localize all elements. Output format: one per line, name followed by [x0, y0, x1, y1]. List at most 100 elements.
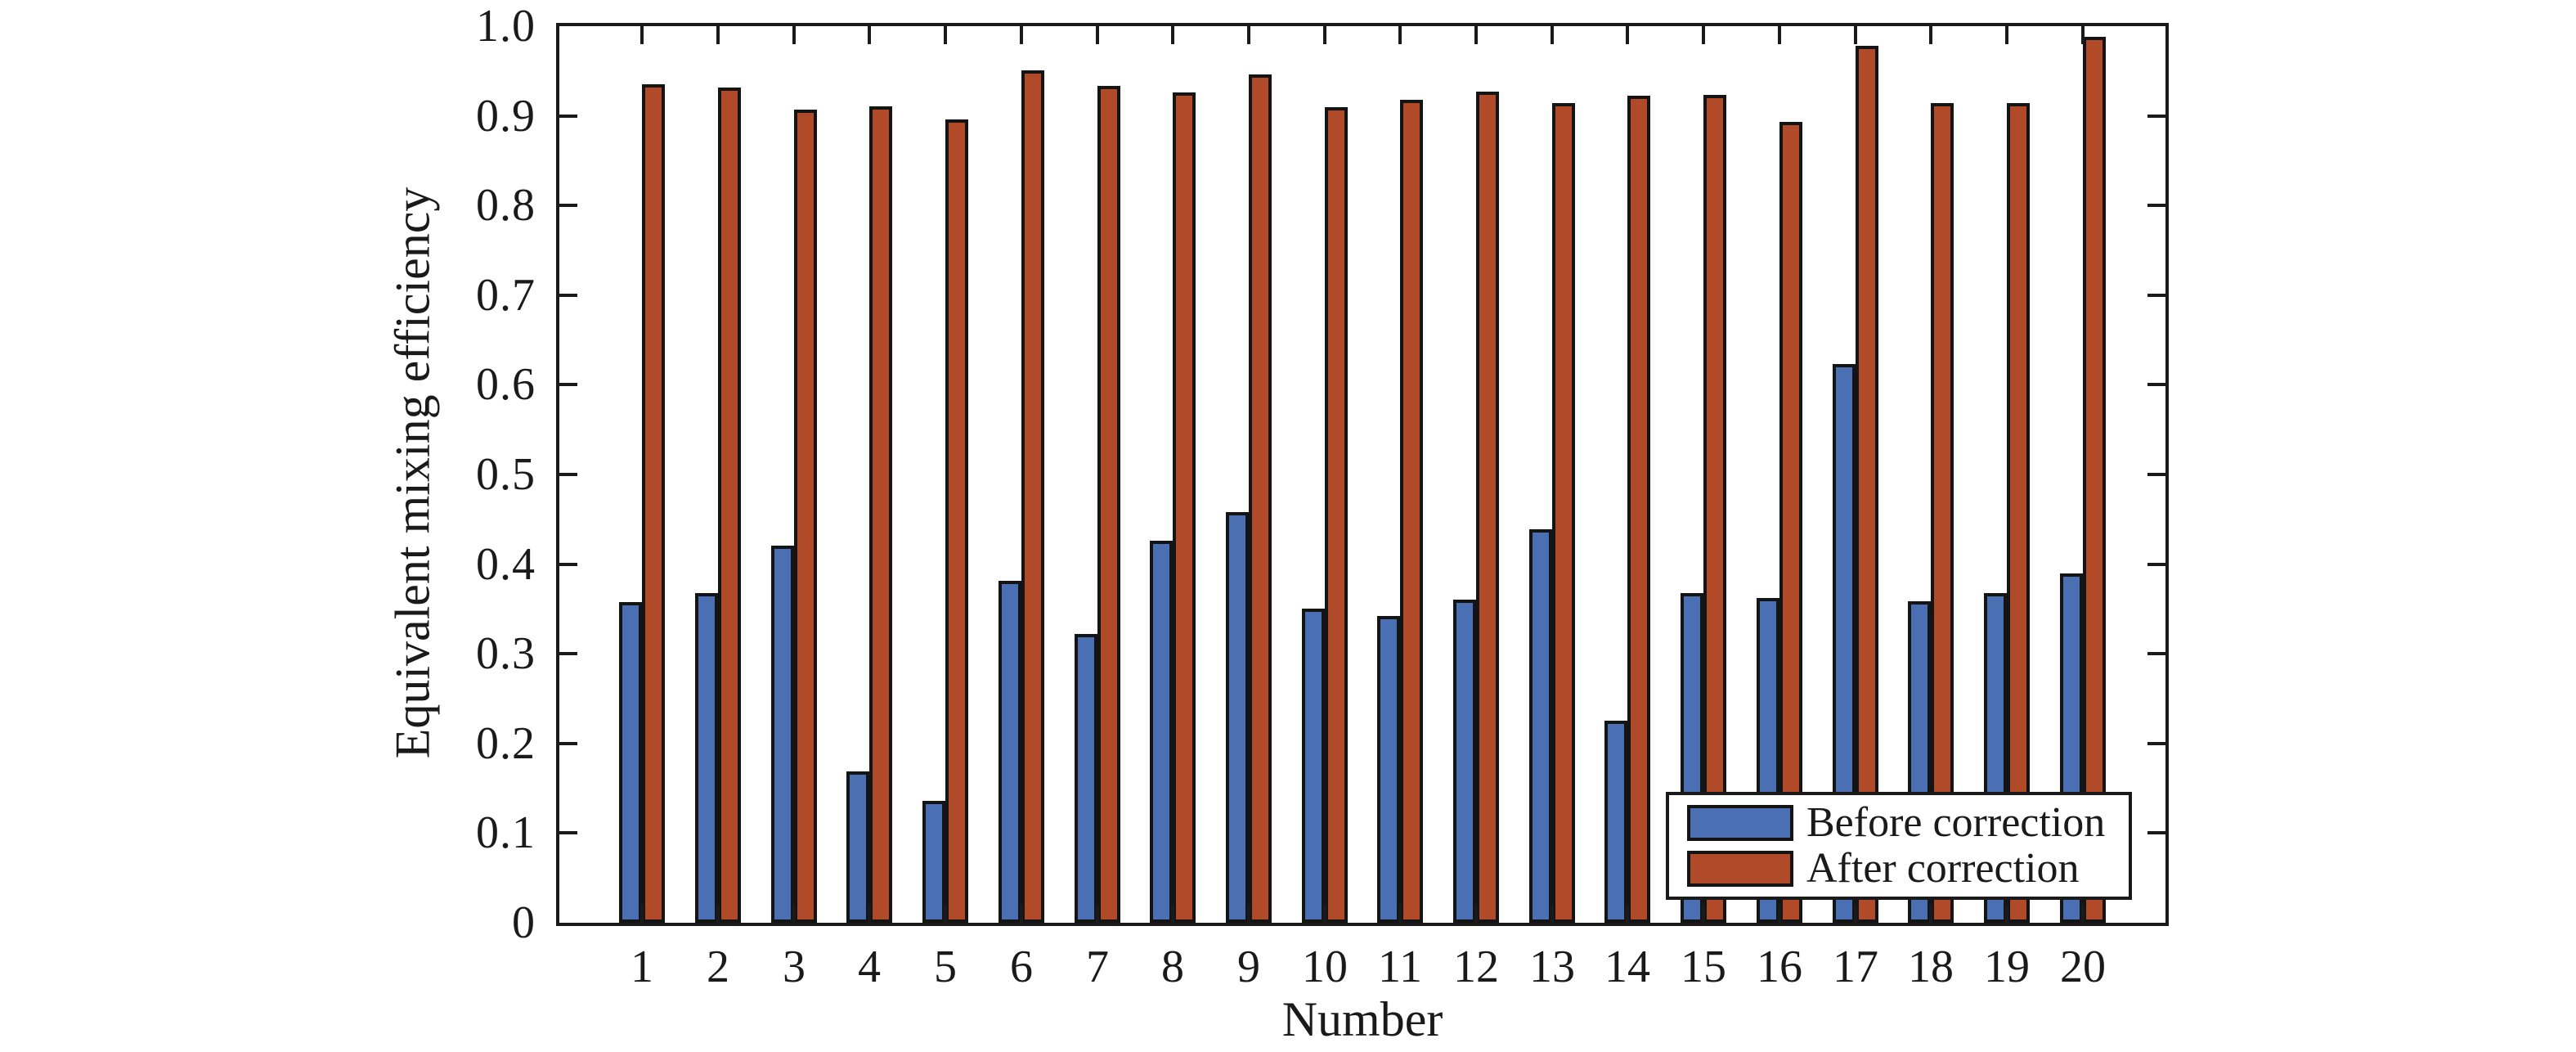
- bar-after-correction-10: [1324, 107, 1348, 923]
- bar-before-correction-4: [846, 771, 870, 923]
- x-tick-bottom-9: [1247, 905, 1250, 923]
- y-tick-right-0.7: [2147, 294, 2165, 297]
- bar-after-correction-12: [1476, 92, 1500, 923]
- y-tick-right-0.8: [2147, 204, 2165, 207]
- legend-swatch-before-correction: [1687, 805, 1793, 841]
- x-tick-bottom-14: [1626, 905, 1629, 923]
- y-tick-label-1.0: 1.0: [476, 1, 536, 52]
- x-tick-bottom-20: [2081, 905, 2085, 923]
- y-tick-label-0.2: 0.2: [476, 718, 536, 769]
- x-tick-top-15: [1702, 26, 1705, 44]
- x-tick-label-3: 3: [783, 942, 806, 992]
- y-tick-label-0.8: 0.8: [476, 180, 536, 231]
- y-tick-label-0.5: 0.5: [476, 449, 536, 500]
- x-tick-label-8: 8: [1161, 942, 1184, 992]
- x-tick-top-6: [1020, 26, 1023, 44]
- x-tick-top-10: [1323, 26, 1326, 44]
- y-tick-right-0.9: [2147, 115, 2165, 118]
- bar-before-correction-8: [1150, 541, 1174, 923]
- x-tick-top-2: [716, 26, 720, 44]
- y-tick-right-0.5: [2147, 473, 2165, 476]
- y-tick-right-0.1: [2147, 831, 2165, 834]
- bar-after-correction-17: [1855, 46, 1878, 923]
- x-tick-top-14: [1626, 26, 1629, 44]
- x-tick-bottom-12: [1474, 905, 1478, 923]
- x-tick-top-19: [2005, 26, 2008, 44]
- x-tick-label-9: 9: [1237, 942, 1260, 992]
- x-tick-bottom-3: [792, 905, 796, 923]
- x-tick-label-18: 18: [1908, 942, 1954, 992]
- bar-before-correction-10: [1301, 609, 1325, 923]
- bar-before-correction-13: [1528, 529, 1552, 923]
- bar-before-correction-14: [1604, 721, 1628, 923]
- x-tick-labels: 1 2 3 4 5 6 7 8 9 10 11 12 13 14 15 16 17 18 19 20: [559, 942, 2165, 1008]
- x-tick-label-19: 19: [1984, 942, 2030, 992]
- x-tick-label-11: 11: [1378, 942, 1422, 992]
- x-tick-bottom-6: [1020, 905, 1023, 923]
- bar-before-correction-11: [1377, 616, 1401, 923]
- y-tick-left-0.2: [559, 742, 577, 745]
- bar-after-correction-11: [1400, 100, 1424, 923]
- legend-label-before-correction: Before correction: [1806, 799, 2106, 846]
- y-tick-left-0.1: [559, 831, 577, 834]
- bar-after-correction-9: [1248, 74, 1272, 923]
- x-tick-bottom-10: [1323, 905, 1326, 923]
- y-tick-label-0.6: 0.6: [476, 359, 536, 410]
- bar-after-correction-13: [1551, 103, 1575, 923]
- bar-before-correction-1: [619, 602, 643, 923]
- x-tick-bottom-8: [1171, 905, 1174, 923]
- x-tick-top-12: [1474, 26, 1478, 44]
- x-tick-top-9: [1247, 26, 1250, 44]
- x-tick-bottom-11: [1398, 905, 1402, 923]
- bar-after-correction-2: [718, 88, 742, 923]
- y-tick-labels: 0 0.1 0.2 0.3 0.4 0.5 0.6 0.7 0.8 0.9 1.0: [327, 3, 536, 946]
- x-tick-top-16: [1778, 26, 1781, 44]
- y-tick-left-0.4: [559, 563, 577, 566]
- bar-after-correction-7: [1097, 86, 1120, 923]
- bar-before-correction-9: [1225, 512, 1249, 923]
- x-tick-bottom-19: [2005, 905, 2008, 923]
- legend-swatch-after-correction: [1687, 851, 1793, 887]
- x-tick-top-8: [1171, 26, 1174, 44]
- y-tick-left-0.7: [559, 294, 577, 297]
- x-tick-label-16: 16: [1757, 942, 1802, 992]
- y-tick-left-0.6: [559, 383, 577, 386]
- x-tick-bottom-15: [1702, 905, 1705, 923]
- y-tick-left-0.9: [559, 115, 577, 118]
- y-tick-left-0.5: [559, 473, 577, 476]
- x-tick-label-4: 4: [858, 942, 881, 992]
- bar-after-correction-18: [1931, 103, 1954, 923]
- bar-after-correction-6: [1021, 70, 1044, 923]
- x-tick-bottom-16: [1778, 905, 1781, 923]
- bar-before-correction-6: [998, 581, 1021, 923]
- x-tick-top-17: [1854, 26, 1857, 44]
- bar-after-correction-4: [869, 106, 893, 923]
- bar-after-correction-3: [793, 110, 817, 923]
- x-tick-bottom-7: [1096, 905, 1099, 923]
- y-tick-label-0.3: 0.3: [476, 628, 536, 679]
- bar-before-correction-2: [695, 593, 719, 923]
- bar-after-correction-15: [1703, 95, 1727, 923]
- x-tick-label-13: 13: [1529, 942, 1575, 992]
- x-tick-top-7: [1096, 26, 1099, 44]
- y-tick-right-0.3: [2147, 652, 2165, 655]
- legend: Before correction After correction: [1666, 792, 2132, 900]
- bar-after-correction-19: [2006, 103, 2030, 923]
- x-tick-label-6: 6: [1010, 942, 1033, 992]
- y-tick-label-0.7: 0.7: [476, 270, 536, 321]
- bar-before-correction-3: [770, 546, 794, 923]
- bar-after-correction-1: [642, 84, 666, 923]
- x-tick-bottom-2: [716, 905, 720, 923]
- x-tick-label-20: 20: [2060, 942, 2106, 992]
- x-tick-label-7: 7: [1086, 942, 1109, 992]
- x-tick-top-18: [1929, 26, 1932, 44]
- bar-after-correction-5: [945, 119, 969, 923]
- y-tick-label-0: 0: [512, 897, 536, 948]
- x-tick-label-14: 14: [1604, 942, 1650, 992]
- bar-before-correction-7: [1074, 634, 1097, 923]
- x-tick-bottom-13: [1551, 905, 1554, 923]
- bar-after-correction-8: [1173, 92, 1196, 923]
- x-tick-top-11: [1398, 26, 1402, 44]
- x-tick-top-20: [2081, 26, 2085, 44]
